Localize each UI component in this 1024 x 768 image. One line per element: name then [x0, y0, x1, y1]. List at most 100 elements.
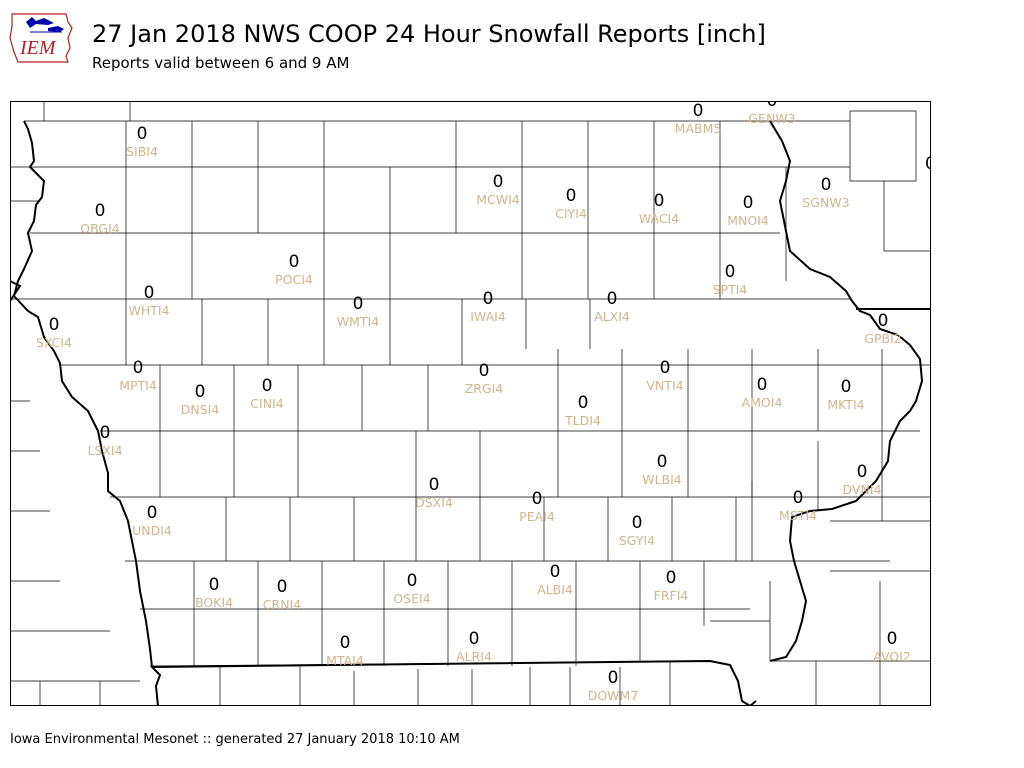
snowfall-value: 0	[632, 513, 643, 533]
station-id-label: GENW3	[748, 111, 795, 126]
station-id-label: FRFI4	[654, 588, 689, 603]
station-id-label: WLBI4	[642, 472, 682, 487]
snowfall-value: 0	[757, 375, 768, 395]
station-id-label: OSEI4	[393, 591, 430, 606]
station-id-label: CINI4	[250, 396, 283, 411]
station-id-label: DNSI4	[181, 402, 220, 417]
snowfall-value: 0	[821, 175, 832, 195]
snowfall-value: 0	[878, 311, 889, 331]
station-id-label: AMOI4	[742, 395, 783, 410]
station-id-label: WHTI4	[128, 303, 169, 318]
snowfall-value: 0	[767, 101, 778, 111]
station-id-label: MPTI4	[119, 378, 157, 393]
station-id-label: DSXI4	[415, 495, 453, 510]
station-id-label: GPBI2	[864, 331, 901, 346]
station-id-label: ALBI4	[537, 582, 573, 597]
snowfall-value: 0	[566, 186, 577, 206]
snowfall-value: 0	[133, 358, 144, 378]
station-id-label: SGNW3	[802, 195, 849, 210]
county-lines	[10, 101, 930, 706]
iem-logo: IEM	[8, 8, 76, 66]
snowfall-value: 0	[532, 489, 543, 509]
map-subtitle: Reports valid between 6 and 9 AM	[92, 54, 350, 72]
snowfall-value: 0	[137, 124, 148, 144]
station-id-label: DOWM7	[588, 688, 639, 703]
station-id-label: SPTI4	[713, 282, 748, 297]
station-id-label: BOKI4	[195, 595, 233, 610]
snowfall-value: 0	[493, 172, 504, 192]
snowfall-value: 0	[209, 575, 220, 595]
edge-value: 0	[925, 154, 931, 174]
snowfall-value: 0	[262, 376, 273, 396]
snowfall-value: 0	[429, 475, 440, 495]
station-id-label: WMTI4	[337, 314, 379, 329]
station-id-label: WACI4	[639, 211, 679, 226]
snowfall-value: 0	[654, 191, 665, 211]
station-id-label: IWAI4	[470, 309, 506, 324]
snowfall-value: 0	[793, 488, 804, 508]
station-id-label: AVOI2	[873, 649, 911, 664]
footer-credit: Iowa Environmental Mesonet :: generated …	[10, 732, 460, 747]
snowfall-value: 0	[743, 193, 754, 213]
snowfall-value: 0	[725, 262, 736, 282]
snowfall-value: 0	[407, 571, 418, 591]
station-id-label: CRNI4	[263, 597, 301, 612]
snowfall-value: 0	[693, 101, 704, 121]
snowfall-value: 0	[479, 361, 490, 381]
snowfall-value: 0	[578, 393, 589, 413]
snowfall-value: 0	[277, 577, 288, 597]
station-id-label: CIYI4	[555, 206, 587, 221]
map-title: 27 Jan 2018 NWS COOP 24 Hour Snowfall Re…	[92, 20, 766, 48]
station-id-label: OBGI4	[80, 221, 120, 236]
map-frame: 0 SIBI4 0 MABM5 0 GENW3 0 OBGI4 0 MCWI4 0 CIYI4 0 WA…	[10, 101, 931, 706]
snowfall-value: 0	[608, 668, 619, 688]
snowfall-value: 0	[607, 289, 618, 309]
station-id-label: MNOI4	[727, 213, 769, 228]
snowfall-value: 0	[483, 289, 494, 309]
station-id-label: SXCI4	[36, 335, 72, 350]
station-id-label: MSTI4	[779, 508, 817, 523]
snowfall-value: 0	[95, 201, 106, 221]
snowfall-value: 0	[887, 629, 898, 649]
snowfall-value: 0	[657, 452, 668, 472]
snowfall-value: 0	[100, 423, 111, 443]
station-id-label: POCI4	[275, 272, 313, 287]
station-id-label: MCWI4	[476, 192, 520, 207]
station-id-label: ALXI4	[594, 309, 630, 324]
station-id-label: PEAI4	[519, 509, 555, 524]
snowfall-value: 0	[340, 633, 351, 653]
snowfall-value: 0	[353, 294, 364, 314]
station-id-label: SGYI4	[619, 533, 655, 548]
snowfall-value: 0	[841, 377, 852, 397]
snowfall-value: 0	[469, 629, 480, 649]
station-id-label: MABM5	[675, 121, 722, 136]
station-id-label: MKTI4	[827, 397, 864, 412]
